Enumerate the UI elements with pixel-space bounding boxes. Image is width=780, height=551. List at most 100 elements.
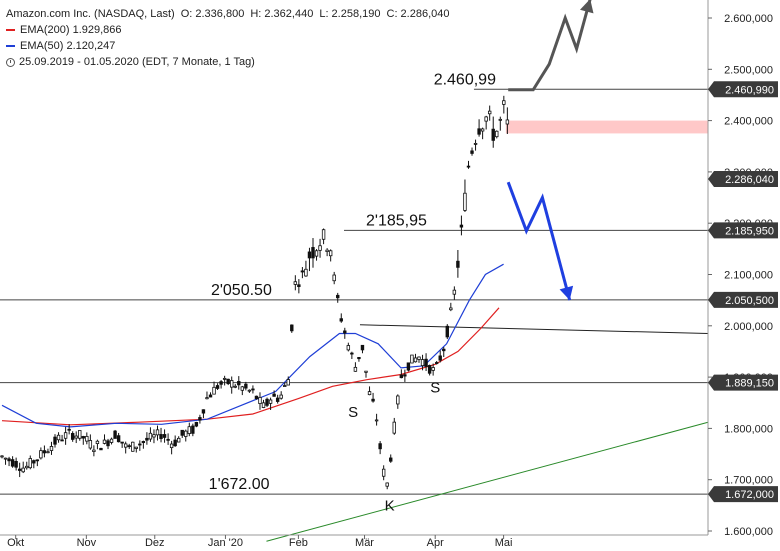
candle-body — [272, 393, 276, 397]
x-tick-label: Apr — [427, 537, 444, 549]
candle-body — [332, 274, 336, 282]
candles — [0, 95, 510, 490]
candle-body — [314, 250, 319, 257]
candle-body — [360, 344, 365, 351]
y-tick-label: 2.000,000 — [724, 321, 773, 333]
y-tick-label: 1.700,000 — [724, 475, 773, 487]
x-tick-label: Dez — [145, 537, 165, 549]
candle-body — [427, 365, 432, 374]
candle-body — [392, 421, 396, 434]
candle-body — [477, 128, 481, 135]
candle-body — [381, 468, 386, 477]
candle-body — [78, 430, 82, 439]
candle-body — [293, 281, 298, 285]
candle-body — [343, 330, 347, 334]
open-value: O: 2.336,800 — [180, 8, 245, 20]
candle-body — [123, 443, 128, 448]
y-tick-label: 2.100,000 — [724, 270, 773, 282]
candle-body — [17, 468, 22, 471]
y-tick-label: 1.800,000 — [724, 423, 773, 435]
neckline — [359, 324, 709, 334]
candle-body — [141, 441, 146, 444]
legend-ema50: EMA(50) 2.120,247 — [6, 38, 456, 54]
candle-body — [466, 165, 471, 168]
forecast-down-line — [506, 181, 572, 301]
candle-body — [180, 429, 184, 436]
level-price-tag: 1.672,000 — [725, 489, 774, 501]
candle-body — [491, 128, 495, 141]
candle-body — [138, 443, 142, 446]
candle-body — [155, 429, 160, 436]
high-value: H: 2.362,440 — [250, 8, 314, 20]
candle-body — [106, 440, 110, 447]
candle-body — [35, 459, 40, 462]
level-price-tag-bg — [708, 486, 778, 503]
level-label: 1'672.00 — [209, 476, 270, 493]
candle-body — [261, 402, 266, 408]
candle-body — [378, 443, 382, 450]
candle-body — [463, 192, 467, 211]
candle-body — [480, 128, 485, 132]
candle-body — [321, 229, 326, 240]
candle-body — [385, 482, 389, 487]
candle-body — [95, 440, 100, 444]
level-price-tag: 2.050,500 — [725, 295, 774, 307]
candle-body — [484, 116, 488, 122]
candle-body — [32, 460, 36, 464]
candle-body — [233, 385, 237, 388]
forecast-up-arrowhead — [580, 0, 594, 14]
pattern-label: S — [348, 404, 358, 421]
candle-body — [325, 249, 329, 252]
candle-body — [169, 443, 174, 449]
resistance-zone-rect — [505, 120, 708, 134]
ema50-line — [1, 263, 504, 428]
candle-body — [456, 260, 460, 268]
ohlc-row: Amazon.com Inc. (NASDAQ, Last) O: 2.336,… — [6, 6, 456, 22]
candle-body — [251, 388, 255, 391]
candle-body — [28, 458, 32, 469]
candle-body — [67, 428, 71, 431]
level-label: 2'185,95 — [366, 212, 427, 229]
candle-body — [109, 438, 114, 443]
candle-body — [265, 398, 269, 406]
candle-body — [417, 356, 421, 360]
clock-icon — [6, 57, 15, 67]
date-range-label: 25.09.2019 - 01.05.2020 (EDT, 7 Monate, … — [19, 56, 255, 68]
y-axis: 1.600,0001.700,0001.800,0001.900,0002.00… — [707, 0, 780, 551]
candle-body — [184, 430, 188, 437]
candle-body — [173, 439, 177, 447]
candle-body — [300, 270, 305, 273]
moving-averages — [1, 263, 504, 428]
forecast-down-arrowhead — [559, 285, 574, 301]
candle-body — [215, 385, 220, 389]
candle-body — [70, 433, 75, 440]
x-tick-label: Okt — [7, 537, 24, 549]
candle-body — [449, 307, 453, 311]
candle-body — [205, 397, 209, 400]
level-price-tag: 2.460,990 — [725, 84, 774, 96]
candle-body — [159, 434, 163, 439]
support-trendline — [266, 421, 709, 542]
candle-body — [194, 422, 199, 427]
chart-annotations: S K S — [348, 379, 440, 514]
last-price-tag-bg — [708, 171, 778, 188]
candle-body — [166, 438, 170, 441]
candle-body — [473, 143, 478, 145]
candle-body — [102, 439, 107, 444]
candle-body — [39, 450, 43, 459]
candle-body — [339, 318, 343, 322]
level-price-tag-bg — [708, 374, 778, 391]
candle-body — [328, 250, 333, 257]
legend-ema200: EMA(200) 1.929,866 — [6, 22, 456, 38]
candle-body — [420, 359, 425, 367]
candle-body — [148, 432, 153, 440]
candle-body — [452, 289, 457, 295]
candle-body — [74, 435, 78, 439]
close-value: C: 2.286,040 — [386, 8, 450, 20]
candle-body — [434, 362, 439, 364]
forecast-arrows — [506, 0, 594, 301]
candle-body — [367, 391, 372, 396]
candle-body — [498, 118, 502, 121]
candle-body — [254, 395, 259, 400]
